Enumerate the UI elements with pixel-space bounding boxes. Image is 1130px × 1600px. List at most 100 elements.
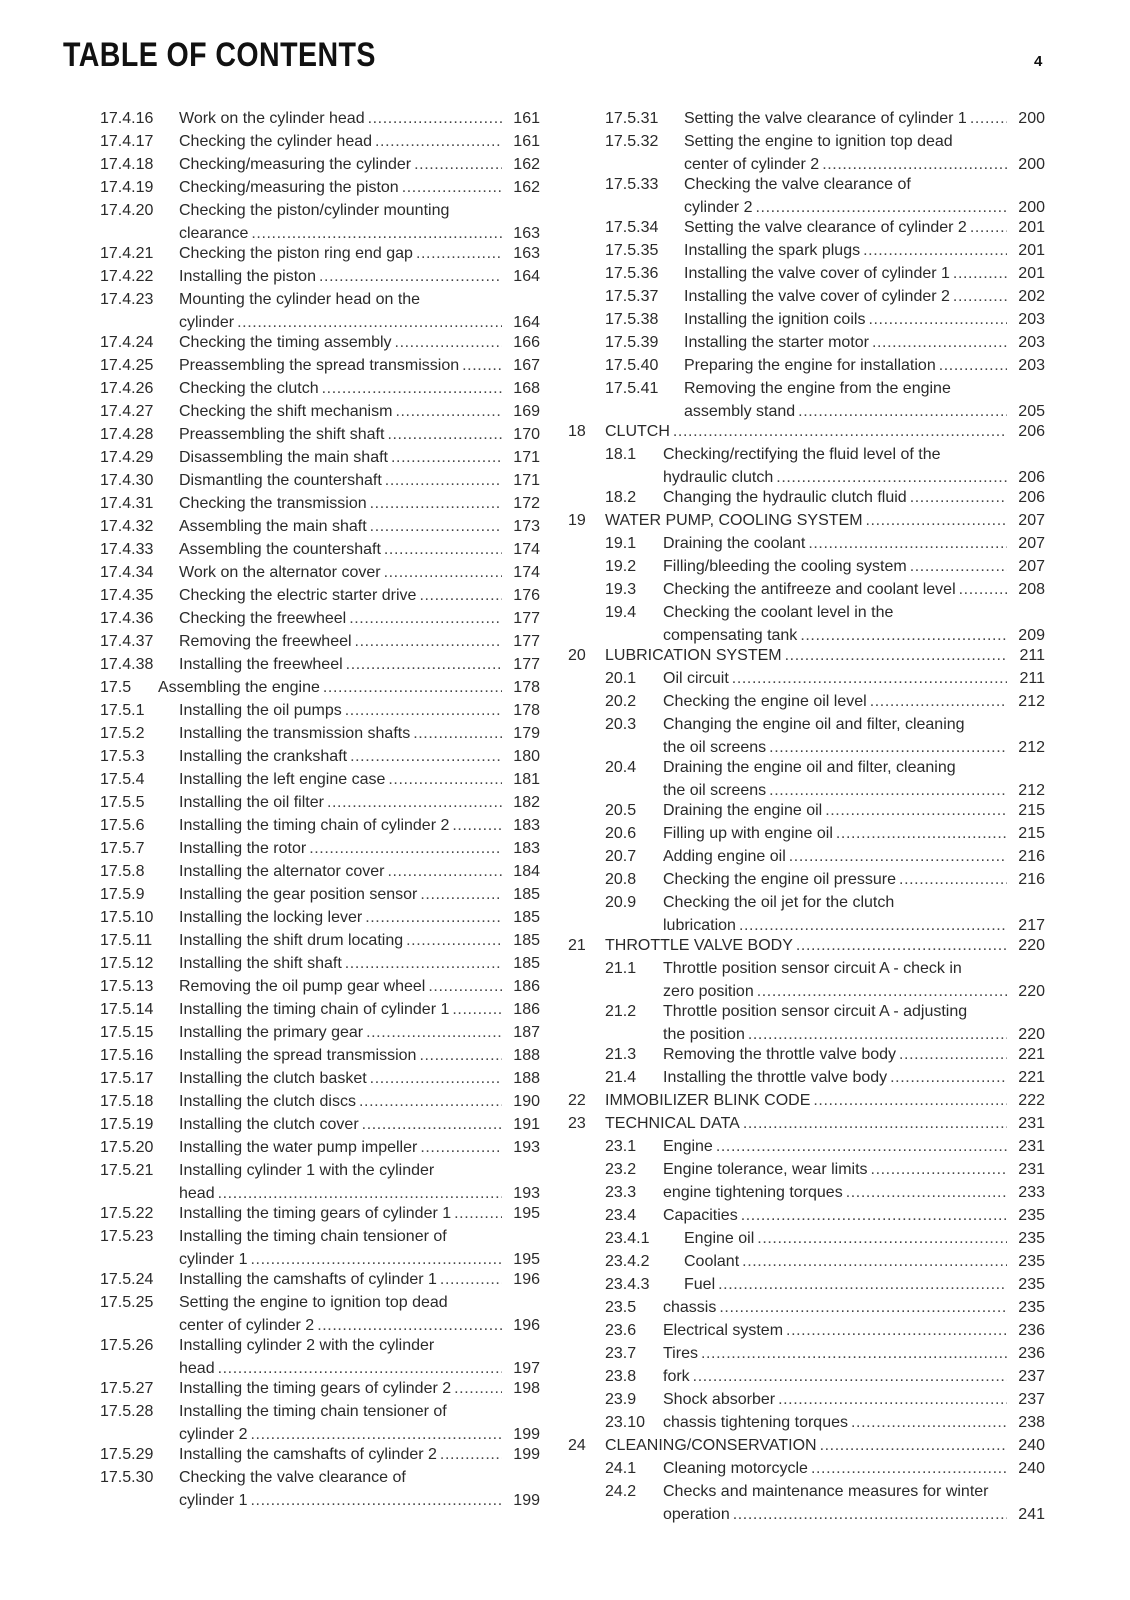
toc-entry[interactable]: 17.4.16 Work on the cylinder head 161 (100, 108, 540, 131)
toc-entry[interactable]: 17.5.15 Installing the primary gear 187 (100, 1022, 540, 1045)
toc-entry[interactable]: 17.5.11 Installing the shift drum locatin… (100, 930, 540, 953)
toc-entry[interactable]: 17.4.38 Installing the freewheel 177 (100, 654, 540, 677)
toc-entry[interactable]: 17.5.5 Installing the oil filter 182 (100, 792, 540, 815)
toc-entry[interactable]: 20.1 Oil circuit 211 (568, 668, 1045, 691)
toc-entry[interactable]: 23 TECHNICAL DATA 231 (568, 1113, 1045, 1136)
toc-entry[interactable]: 24.1 Cleaning motorcycle 240 (568, 1458, 1045, 1481)
toc-entry[interactable]: 17.5.18 Installing the clutch discs 190 (100, 1091, 540, 1114)
toc-entry[interactable]: 22 IMMOBILIZER BLINK CODE 222 (568, 1090, 1045, 1113)
toc-entry[interactable]: 17.4.27 Checking the shift mechanism 169 (100, 401, 540, 424)
toc-entry[interactable]: 17.5 Assembling the engine 178 (100, 677, 540, 700)
toc-entry[interactable]: 17.4.29 Disassembling the main shaft 171 (100, 447, 540, 470)
toc-entry[interactable]: 23.9 Shock absorber 237 (568, 1389, 1045, 1412)
toc-entry[interactable]: 24 CLEANING/CONSERVATION 240 (568, 1435, 1045, 1458)
toc-entry[interactable]: 17.4.33 Assembling the countershaft 174 (100, 539, 540, 562)
toc-entry[interactable]: 17.4.17 Checking the cylinder head 161 (100, 131, 540, 154)
toc-entry[interactable]: 19.3 Checking the antifreeze and coolant … (568, 579, 1045, 602)
toc-entry[interactable]: 19.4 Checking the coolant level in the com… (568, 602, 1045, 645)
toc-entry[interactable]: 17.4.20 Checking the piston/cylinder moun… (100, 200, 540, 243)
toc-entry[interactable]: 17.5.6 Installing the timing chain of cyl… (100, 815, 540, 838)
toc-entry[interactable]: 20.6 Filling up with engine oil 215 (568, 823, 1045, 846)
toc-entry[interactable]: 20.7 Adding engine oil 216 (568, 846, 1045, 869)
toc-entry[interactable]: 21.1 Throttle position sensor circuit A -… (568, 958, 1045, 1001)
toc-entry[interactable]: 20.3 Changing the engine oil and filter, … (568, 714, 1045, 757)
toc-entry[interactable]: 23.7 Tires 236 (568, 1343, 1045, 1366)
toc-entry[interactable]: 18.1 Checking/rectifying the fluid level … (568, 444, 1045, 487)
toc-entry[interactable]: 17.5.24 Installing the camshafts of cylin… (100, 1269, 540, 1292)
toc-entry[interactable]: 17.5.13 Removing the oil pump gear wheel 1… (100, 976, 540, 999)
toc-entry[interactable]: 19 WATER PUMP, COOLING SYSTEM 207 (568, 510, 1045, 533)
toc-entry[interactable]: 17.4.32 Assembling the main shaft 173 (100, 516, 540, 539)
toc-entry[interactable]: 17.4.31 Checking the transmission 172 (100, 493, 540, 516)
toc-entry[interactable]: 17.4.30 Dismantling the countershaft 171 (100, 470, 540, 493)
toc-entry[interactable]: 17.5.1 Installing the oil pumps 178 (100, 700, 540, 723)
toc-entry[interactable]: 17.5.8 Installing the alternator cover 184 (100, 861, 540, 884)
toc-entry[interactable]: 23.4.1 Engine oil 235 (568, 1228, 1045, 1251)
toc-entry[interactable]: 20.9 Checking the oil jet for the clutch l… (568, 892, 1045, 935)
toc-entry[interactable]: 23.10 chassis tightening torques 238 (568, 1412, 1045, 1435)
toc-entry[interactable]: 17.4.22 Installing the piston 164 (100, 266, 540, 289)
toc-entry[interactable]: 23.2 Engine tolerance, wear limits 231 (568, 1159, 1045, 1182)
toc-entry[interactable]: 17.4.24 Checking the timing assembly 166 (100, 332, 540, 355)
toc-entry[interactable]: 17.5.10 Installing the locking lever 185 (100, 907, 540, 930)
toc-entry[interactable]: 17.5.14 Installing the timing chain of cy… (100, 999, 540, 1022)
toc-entry[interactable]: 17.4.19 Checking/measuring the piston 162 (100, 177, 540, 200)
toc-entry[interactable]: 17.5.26 Installing cylinder 2 with the cy… (100, 1335, 540, 1378)
toc-entry[interactable]: 17.5.37 Installing the valve cover of cyl… (568, 286, 1045, 309)
toc-entry[interactable]: 17.5.27 Installing the timing gears of cy… (100, 1378, 540, 1401)
toc-entry[interactable]: 21.4 Installing the throttle valve body 22… (568, 1067, 1045, 1090)
toc-entry[interactable]: 23.4.3 Fuel 235 (568, 1274, 1045, 1297)
toc-entry[interactable]: 17.5.21 Installing cylinder 1 with the cy… (100, 1160, 540, 1203)
toc-entry[interactable]: 23.1 Engine 231 (568, 1136, 1045, 1159)
toc-entry[interactable]: 17.4.28 Preassembling the shift shaft 170 (100, 424, 540, 447)
toc-entry[interactable]: 19.2 Filling/bleeding the cooling system 2… (568, 556, 1045, 579)
toc-entry[interactable]: 23.6 Electrical system 236 (568, 1320, 1045, 1343)
toc-entry[interactable]: 17.5.41 Removing the engine from the engi… (568, 378, 1045, 421)
toc-entry[interactable]: 20.2 Checking the engine oil level 212 (568, 691, 1045, 714)
toc-entry[interactable]: 17.5.12 Installing the shift shaft 185 (100, 953, 540, 976)
toc-entry[interactable]: 23.5 chassis 235 (568, 1297, 1045, 1320)
toc-entry[interactable]: 19.1 Draining the coolant 207 (568, 533, 1045, 556)
toc-entry[interactable]: 17.5.9 Installing the gear position senso… (100, 884, 540, 907)
toc-entry[interactable]: 17.4.37 Removing the freewheel 177 (100, 631, 540, 654)
toc-entry[interactable]: 17.5.2 Installing the transmission shafts… (100, 723, 540, 746)
toc-entry[interactable]: 17.4.18 Checking/measuring the cylinder 16… (100, 154, 540, 177)
toc-entry[interactable]: 17.5.29 Installing the camshafts of cylin… (100, 1444, 540, 1467)
toc-entry[interactable]: 17.5.3 Installing the crankshaft 180 (100, 746, 540, 769)
toc-entry[interactable]: 23.4.2 Coolant 235 (568, 1251, 1045, 1274)
toc-entry[interactable]: 17.5.38 Installing the ignition coils 203 (568, 309, 1045, 332)
toc-entry[interactable]: 17.5.17 Installing the clutch basket 188 (100, 1068, 540, 1091)
toc-entry[interactable]: 18.2 Changing the hydraulic clutch fluid 2… (568, 487, 1045, 510)
toc-entry[interactable]: 20.8 Checking the engine oil pressure 216 (568, 869, 1045, 892)
toc-entry[interactable]: 17.5.23 Installing the timing chain tensi… (100, 1226, 540, 1269)
toc-entry[interactable]: 17.5.32 Setting the engine to ignition to… (568, 131, 1045, 174)
toc-entry[interactable]: 17.5.28 Installing the timing chain tensi… (100, 1401, 540, 1444)
toc-entry[interactable]: 17.5.40 Preparing the engine for installa… (568, 355, 1045, 378)
toc-entry[interactable]: 17.5.39 Installing the starter motor 203 (568, 332, 1045, 355)
toc-entry[interactable]: 17.5.20 Installing the water pump impelle… (100, 1137, 540, 1160)
toc-entry[interactable]: 17.5.31 Setting the valve clearance of cy… (568, 108, 1045, 131)
toc-entry[interactable]: 23.3 engine tightening torques 233 (568, 1182, 1045, 1205)
toc-entry[interactable]: 17.5.36 Installing the valve cover of cyl… (568, 263, 1045, 286)
toc-entry[interactable]: 23.4 Capacities 235 (568, 1205, 1045, 1228)
toc-entry[interactable]: 21.2 Throttle position sensor circuit A -… (568, 1001, 1045, 1044)
toc-entry[interactable]: 17.5.16 Installing the spread transmissio… (100, 1045, 540, 1068)
toc-entry[interactable]: 20.4 Draining the engine oil and filter, … (568, 757, 1045, 800)
toc-entry[interactable]: 20 LUBRICATION SYSTEM 211 (568, 645, 1045, 668)
toc-entry[interactable]: 17.4.25 Preassembling the spread transmis… (100, 355, 540, 378)
toc-entry[interactable]: 21.3 Removing the throttle valve body 221 (568, 1044, 1045, 1067)
toc-entry[interactable]: 20.5 Draining the engine oil 215 (568, 800, 1045, 823)
toc-entry[interactable]: 21 THROTTLE VALVE BODY 220 (568, 935, 1045, 958)
toc-entry[interactable]: 17.4.34 Work on the alternator cover 174 (100, 562, 540, 585)
toc-entry[interactable]: 17.5.19 Installing the clutch cover 191 (100, 1114, 540, 1137)
toc-entry[interactable]: 24.2 Checks and maintenance measures for … (568, 1481, 1045, 1524)
toc-entry[interactable]: 17.5.35 Installing the spark plugs 201 (568, 240, 1045, 263)
toc-entry[interactable]: 17.5.22 Installing the timing gears of cy… (100, 1203, 540, 1226)
toc-entry[interactable]: 17.5.30 Checking the valve clearance of cy… (100, 1467, 540, 1510)
toc-entry[interactable]: 17.5.34 Setting the valve clearance of cy… (568, 217, 1045, 240)
toc-entry[interactable]: 23.8 fork 237 (568, 1366, 1045, 1389)
toc-entry[interactable]: 17.4.23 Mounting the cylinder head on the… (100, 289, 540, 332)
toc-entry[interactable]: 17.5.25 Setting the engine to ignition to… (100, 1292, 540, 1335)
toc-entry[interactable]: 17.5.4 Installing the left engine case 181 (100, 769, 540, 792)
toc-entry[interactable]: 17.4.35 Checking the electric starter dri… (100, 585, 540, 608)
